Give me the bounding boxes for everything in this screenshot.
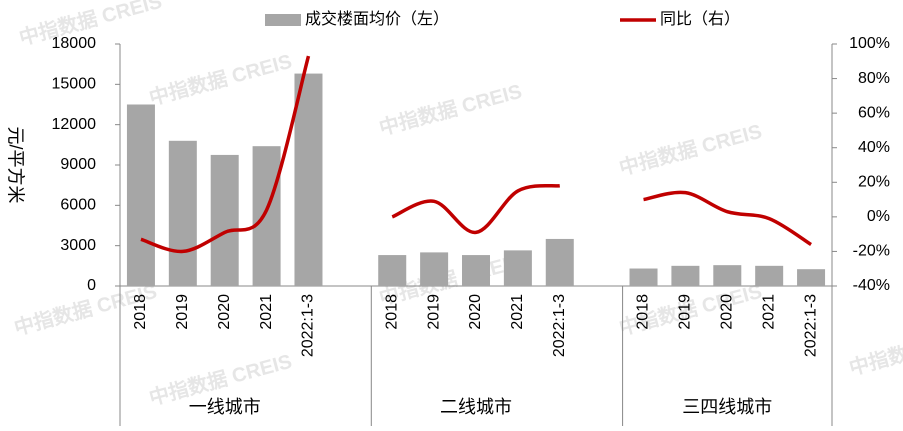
x-tick-label: 2022:1-3 (802, 294, 819, 357)
x-tick-label: 2021 (258, 294, 275, 330)
y-tick-label: 15000 (52, 76, 97, 93)
bar (126, 104, 155, 286)
x-tick-label: 2019 (425, 294, 442, 330)
y2-tick-label: 60% (858, 104, 890, 121)
bar (462, 255, 490, 286)
bar (713, 265, 742, 286)
y-tick-label: 3000 (60, 237, 96, 254)
y-tick-label: 0 (87, 277, 96, 294)
x-tick-label: 2020 (719, 294, 736, 330)
x-tick-label: 2019 (677, 294, 694, 330)
x-tick-label: 2018 (635, 294, 652, 330)
legend-label: 成交楼面均价（左） (305, 10, 449, 28)
y2-tick-label: -40% (853, 277, 890, 294)
bar (420, 252, 449, 286)
y2-tick-label: 0% (867, 208, 890, 225)
bar (294, 73, 323, 286)
group-label: 一线城市 (189, 397, 261, 417)
y2-tick-label: 20% (858, 174, 890, 191)
x-tick-label: 2019 (174, 294, 191, 330)
legend-label: 同比（右） (660, 10, 740, 28)
x-tick-label: 2018 (132, 294, 149, 330)
x-tick-label: 2020 (216, 294, 233, 330)
bar (545, 238, 574, 286)
bar (210, 154, 239, 286)
y-tick-label: 6000 (60, 197, 96, 214)
y2-tick-label: 40% (858, 139, 890, 156)
bar (378, 255, 407, 286)
bar (252, 146, 281, 286)
group-label: 二线城市 (440, 397, 512, 417)
x-tick-label: 2022:1-3 (300, 294, 317, 357)
watermark: 中指数据 CREIS (616, 119, 764, 180)
y-axis-title: 元/平方米 (5, 126, 25, 203)
y-tick-label: 18000 (52, 35, 97, 52)
bar (168, 140, 197, 286)
bar (629, 268, 658, 286)
y2-tick-label: 80% (858, 70, 890, 87)
x-tick-label: 2021 (760, 294, 777, 330)
x-tick-label: 2022:1-3 (551, 294, 568, 357)
watermark: 中指数据 CREIS (146, 49, 294, 110)
bar (797, 269, 826, 286)
y2-tick-label: 100% (849, 35, 890, 52)
watermark: 中指数据 CREIS (376, 79, 524, 140)
group-label: 三四线城市 (682, 397, 772, 417)
line (140, 55, 813, 254)
y-tick-label: 12000 (52, 116, 97, 133)
y-tick-label: 9000 (60, 156, 96, 173)
watermark: 中指数据 CREIS (846, 319, 903, 380)
x-tick-label: 2018 (383, 294, 400, 330)
bar (755, 265, 784, 286)
x-tick-label: 2020 (467, 294, 484, 330)
bar (671, 265, 700, 286)
x-tick-label: 2021 (509, 294, 526, 330)
bar (503, 250, 532, 286)
legend-swatch (265, 14, 301, 26)
y2-tick-label: -20% (853, 243, 890, 260)
